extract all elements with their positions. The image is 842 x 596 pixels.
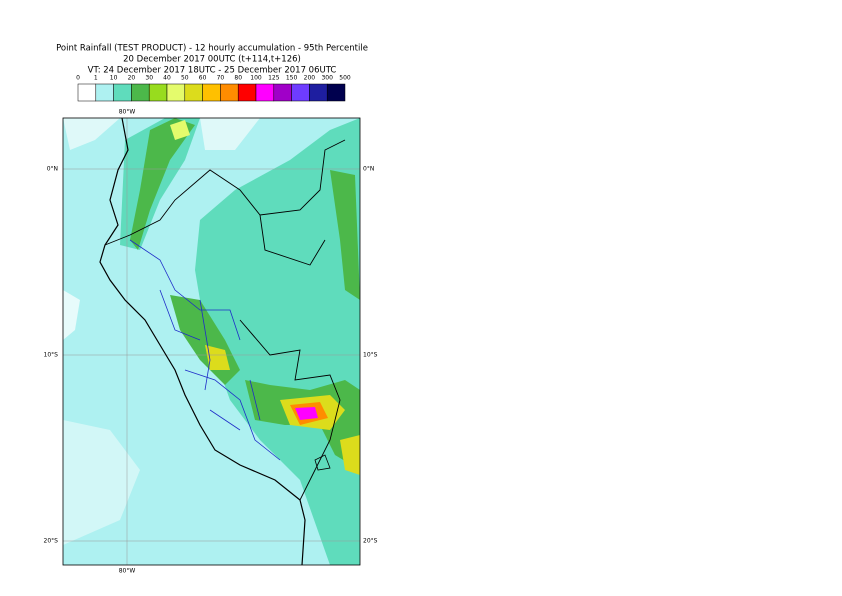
colorbar-box bbox=[291, 83, 310, 102]
colorbar-label: 200 bbox=[304, 75, 316, 82]
lat-label: 0°N bbox=[47, 166, 58, 173]
colorbar-box bbox=[77, 83, 97, 102]
colorbar-box bbox=[131, 83, 150, 102]
colorbar-label: 0 bbox=[76, 75, 80, 82]
land-patch bbox=[200, 118, 260, 150]
colorbar-box bbox=[184, 83, 203, 102]
map-frame bbox=[62, 117, 361, 566]
rain-area bbox=[170, 120, 190, 140]
ocean-patch bbox=[63, 290, 80, 340]
titles: Point Rainfall (TEST PRODUCT) - 12 hourl… bbox=[56, 44, 368, 76]
colorbar-label: 300 bbox=[321, 75, 333, 82]
lon-label: 80°W bbox=[119, 568, 136, 575]
title-line: Point Rainfall (TEST PRODUCT) - 12 hourl… bbox=[56, 44, 368, 54]
colorbar-label: 70 bbox=[217, 75, 225, 82]
colorbar-box bbox=[326, 83, 346, 102]
map bbox=[63, 118, 360, 565]
colorbar-box bbox=[255, 83, 275, 102]
title-line: 20 December 2017 00UTC (t+114,t+126) bbox=[123, 55, 301, 65]
rain-area bbox=[205, 345, 230, 370]
ocean-patch bbox=[63, 420, 140, 545]
colorbar: 0 1 10 20 30 40 50 60 70 80 100 125 150 200 300 500 bbox=[76, 75, 351, 102]
rain-area bbox=[340, 435, 360, 475]
border bbox=[104, 139, 346, 501]
colorbar-label: 10 bbox=[110, 75, 118, 82]
colorbar-label: 500 bbox=[339, 75, 351, 82]
province-border bbox=[129, 239, 281, 461]
colorbar-box bbox=[273, 83, 292, 102]
colorbar-box bbox=[95, 83, 114, 102]
ocean-patch bbox=[63, 118, 120, 150]
lat-label: 10°S bbox=[44, 352, 59, 359]
rain-area bbox=[130, 118, 195, 250]
colorbar-label: 20 bbox=[128, 75, 136, 82]
colorbar-label: 60 bbox=[199, 75, 207, 82]
colorbar-label: 150 bbox=[286, 75, 298, 82]
colorbar-box bbox=[237, 83, 257, 102]
colorbar-box bbox=[202, 83, 221, 102]
colorbar-label: 40 bbox=[163, 75, 171, 82]
colorbar-label: 80 bbox=[234, 75, 242, 82]
lat-label: 10°S bbox=[363, 352, 378, 359]
colorbar-box bbox=[220, 83, 239, 102]
colorbar-label: 1 bbox=[94, 75, 98, 82]
rain-area bbox=[195, 118, 360, 565]
colorbar-box bbox=[113, 83, 132, 102]
colorbar-box bbox=[166, 83, 186, 102]
colorbar-box bbox=[148, 83, 168, 102]
colorbar-label: 125 bbox=[268, 75, 280, 82]
colorbar-label: 50 bbox=[181, 75, 189, 82]
colorbar-label: 100 bbox=[250, 75, 262, 82]
coastline bbox=[99, 118, 306, 565]
lat-label: 20°S bbox=[44, 538, 59, 545]
title-line: VT: 24 December 2017 18UTC - 25 December… bbox=[88, 66, 337, 76]
rain-area bbox=[330, 170, 360, 300]
colorbar-label: 30 bbox=[145, 75, 153, 82]
colorbar-box bbox=[309, 83, 328, 102]
lon-label: 80°W bbox=[119, 109, 136, 116]
lake bbox=[314, 454, 331, 471]
rain-area bbox=[295, 407, 318, 420]
lat-label: 20°S bbox=[363, 538, 378, 545]
map-labels: 80°W 80°W 0°N 0°N 10°S 10°S 20°S 20°S bbox=[44, 109, 378, 575]
lat-label: 0°N bbox=[363, 166, 374, 173]
